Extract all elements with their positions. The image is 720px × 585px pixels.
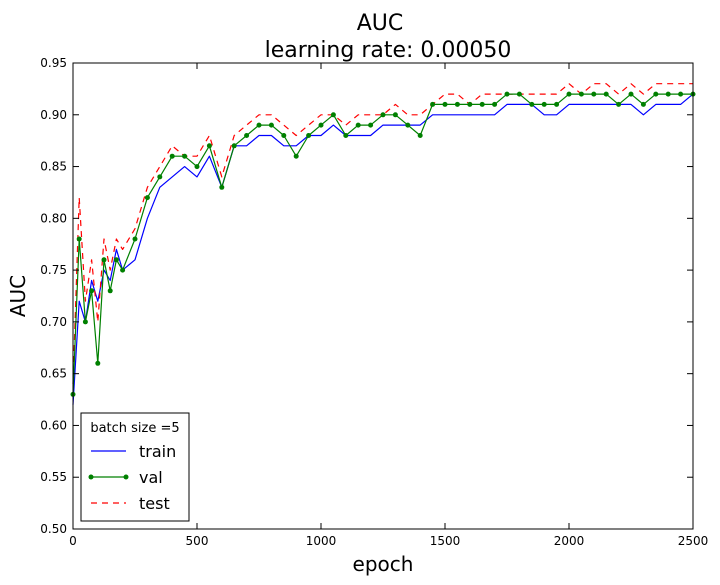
data-point-val — [628, 91, 634, 97]
data-point-val — [281, 133, 287, 138]
data-point-val — [330, 112, 336, 118]
data-point-val — [430, 101, 436, 107]
legend-marker-val-left — [88, 474, 94, 480]
data-point-val — [95, 360, 101, 366]
data-point-val — [76, 236, 82, 242]
data-point-val — [244, 133, 250, 138]
legend-marker-val-right — [123, 474, 129, 480]
legend-title: batch size =5 — [90, 421, 179, 436]
y-tick-label: 0.85 — [40, 160, 67, 174]
data-point-val — [132, 236, 138, 242]
data-point-val — [479, 101, 485, 107]
y-tick-label: 0.50 — [40, 522, 67, 536]
data-point-val — [268, 122, 274, 128]
data-point-val — [101, 257, 107, 263]
data-point-val — [616, 101, 622, 107]
data-point-val — [640, 101, 646, 107]
x-axis-label: epoch — [353, 552, 414, 576]
legend: batch size =5 train val test — [80, 412, 190, 522]
data-point-val — [82, 319, 88, 325]
data-point-val — [169, 153, 175, 159]
x-tick-label: 2000 — [554, 534, 585, 548]
data-point-val — [120, 267, 126, 273]
y-tick-label: 0.75 — [40, 263, 67, 277]
chart-subtitle: learning rate: 0.00050 — [265, 38, 512, 63]
data-point-val — [516, 91, 522, 97]
data-point-val — [343, 133, 349, 138]
data-point-val — [293, 153, 299, 159]
x-tick-label: 2500 — [678, 534, 709, 548]
y-tick-label: 0.55 — [40, 470, 67, 484]
chart-title: AUC — [357, 11, 404, 36]
data-point-val — [578, 91, 584, 97]
data-point-val — [392, 112, 398, 118]
y-tick-label: 0.60 — [40, 418, 67, 432]
legend-box — [80, 412, 190, 522]
data-point-val — [554, 101, 560, 107]
data-point-val — [591, 91, 597, 97]
legend-label-val: val — [139, 468, 163, 487]
data-point-val — [306, 133, 312, 138]
series-layer — [70, 83, 696, 405]
data-point-val — [504, 91, 510, 97]
legend-label-train: train — [139, 442, 176, 461]
x-tick-label: 1000 — [306, 534, 337, 548]
data-point-val — [566, 91, 572, 97]
x-axis: 0 500 1000 1500 2000 2500 — [69, 63, 708, 548]
y-tick-label: 0.80 — [40, 211, 67, 225]
data-point-val — [380, 112, 386, 118]
data-point-val — [678, 91, 684, 97]
data-point-val — [405, 122, 411, 128]
data-point-val — [442, 101, 448, 107]
data-point-val — [219, 184, 225, 190]
x-tick-label: 500 — [186, 534, 209, 548]
data-point-val — [256, 122, 262, 128]
legend-label-test: test — [139, 494, 170, 513]
y-axis: 0.50 0.55 0.60 0.65 0.70 0.75 0.80 0.85 0.90 0.95 — [40, 56, 693, 536]
data-point-val — [355, 122, 361, 128]
data-point-val — [529, 101, 535, 107]
data-point-val — [157, 174, 163, 180]
x-tick-label: 1500 — [430, 534, 461, 548]
data-point-val — [541, 101, 547, 107]
data-point-val — [368, 122, 374, 128]
data-point-val — [454, 101, 460, 107]
data-point-val — [107, 288, 113, 294]
data-point-val — [665, 91, 671, 97]
data-point-val — [113, 257, 119, 263]
data-point-val — [603, 91, 609, 97]
y-axis-label: AUC — [6, 275, 30, 317]
data-point-val — [492, 101, 498, 107]
x-tick-label: 0 — [69, 534, 77, 548]
data-point-val — [653, 91, 659, 97]
y-tick-label: 0.65 — [40, 367, 67, 381]
data-point-val — [182, 153, 188, 159]
data-point-val — [89, 288, 95, 294]
series-line-train — [72, 93, 694, 405]
plot-frame — [72, 62, 694, 530]
data-point-val — [467, 101, 473, 107]
y-tick-label: 0.95 — [40, 56, 67, 70]
y-tick-label: 0.70 — [40, 315, 67, 329]
data-point-val — [318, 122, 324, 128]
y-tick-label: 0.90 — [40, 108, 67, 122]
data-point-val — [194, 164, 200, 170]
data-point-val — [206, 143, 212, 149]
data-point-val — [417, 133, 423, 138]
data-point-val — [144, 195, 150, 201]
data-point-val — [231, 143, 237, 149]
